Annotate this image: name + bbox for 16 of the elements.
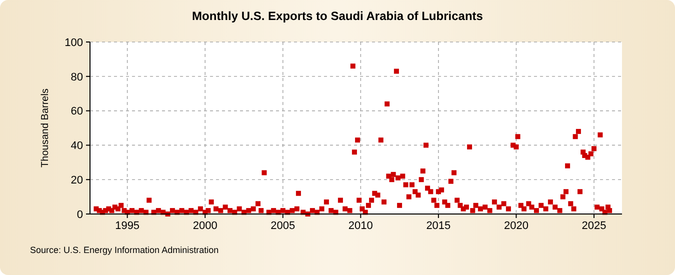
x-tick-label: 2000: [192, 220, 218, 232]
x-tick-label: 2010: [348, 220, 373, 232]
y-tick-label: 20: [70, 174, 83, 186]
y-tick-label: 0: [76, 208, 83, 221]
x-tick-label: 2015: [426, 220, 451, 232]
x-tick-label: 2020: [504, 220, 528, 232]
y-tick-label: 40: [70, 140, 83, 152]
y-tick-label: 80: [70, 71, 83, 84]
source-note: Source: U.S. Energy Information Administration: [30, 245, 219, 255]
y-axis-title: Thousand Barrels: [40, 88, 51, 168]
y-tick-label: 100: [64, 36, 83, 49]
y-tick-label: 60: [70, 106, 83, 118]
x-tick-label: 1995: [115, 220, 140, 232]
chart-title: Monthly U.S. Exports to Saudi Arabia of Lubricants: [192, 9, 484, 23]
x-tick-label: 2005: [270, 220, 296, 232]
x-tick-label: 2025: [582, 220, 606, 232]
